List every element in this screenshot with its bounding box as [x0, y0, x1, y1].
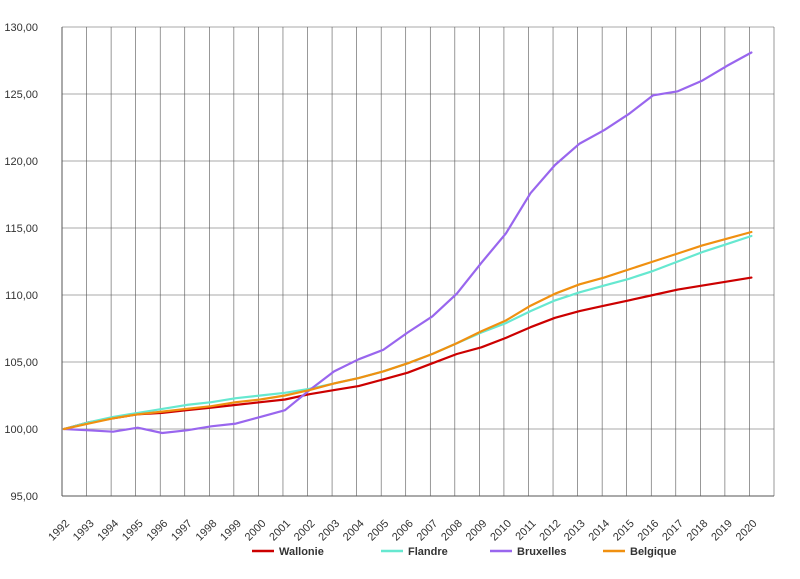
- y-tick-label: 95,00: [10, 491, 38, 503]
- x-tick-label: 2015: [611, 518, 637, 544]
- x-tick-label: 2006: [390, 518, 416, 544]
- y-tick-label: 115,00: [5, 223, 38, 235]
- y-tick-label: 125,00: [4, 89, 38, 101]
- y-tick-labels: 95,00 100,00 105,00 110,00 115,00 120,00 125,0…: [4, 22, 38, 503]
- grid: [61, 26, 775, 497]
- legend-label: Bruxelles: [517, 546, 567, 558]
- legend-label: Wallonie: [279, 546, 324, 558]
- x-tick-label: 1993: [71, 518, 97, 544]
- x-tick-label: 2013: [562, 518, 588, 544]
- x-tick-label: 1998: [194, 518, 220, 544]
- x-tick-labels: 1992199319941995199619971998199920002001…: [46, 518, 759, 544]
- y-tick-label: 130,00: [4, 22, 38, 34]
- x-tick-label: 2009: [464, 518, 490, 544]
- x-tick-label: 1996: [145, 518, 171, 544]
- x-tick-label: 2016: [636, 518, 662, 544]
- x-tick-label: 2012: [537, 518, 563, 544]
- x-tick-label: 2020: [734, 518, 760, 544]
- x-tick-label: 2014: [586, 518, 612, 544]
- y-tick-label: 100,00: [4, 424, 38, 436]
- series-lines: [62, 51, 753, 435]
- x-tick-label: 2008: [439, 518, 465, 544]
- x-tick-label: 2004: [341, 518, 367, 544]
- y-tick-label: 105,00: [4, 357, 38, 369]
- x-tick-label: 1999: [218, 518, 244, 544]
- x-tick-label: 2002: [292, 518, 318, 544]
- x-tick-label: 2011: [513, 518, 538, 543]
- x-tick-label: 2003: [316, 518, 342, 544]
- y-tick-label: 110,00: [5, 290, 38, 302]
- legend-label: Belgique: [630, 546, 676, 558]
- series-line-belgique: [62, 230, 753, 431]
- legend: Wallonie Flandre Bruxelles Belgique: [252, 546, 676, 558]
- x-tick-label: 1992: [46, 518, 72, 544]
- series-line-wallonie: [62, 276, 753, 431]
- x-tick-label: 2018: [685, 518, 711, 544]
- x-tick-label: 2001: [267, 518, 293, 544]
- x-tick-label: 1995: [120, 518, 146, 544]
- x-tick-label: 2019: [709, 518, 735, 544]
- x-tick-label: 1997: [169, 518, 195, 544]
- x-tick-label: 2000: [243, 518, 269, 544]
- x-tick-label: 2010: [488, 518, 514, 544]
- x-tick-label: 2005: [365, 518, 391, 544]
- y-tick-label: 120,00: [4, 156, 38, 168]
- series-line-bruxelles: [62, 51, 753, 435]
- axes: [61, 27, 774, 497]
- x-tick-label: 1994: [95, 518, 121, 544]
- legend-label: Flandre: [408, 546, 448, 558]
- x-tick-label: 2007: [415, 518, 441, 544]
- x-tick-label: 2017: [660, 518, 686, 544]
